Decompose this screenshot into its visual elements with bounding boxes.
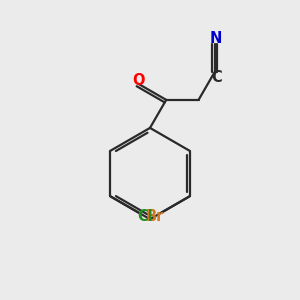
Text: O: O [132,73,144,88]
Text: N: N [210,32,222,46]
Text: Br: Br [146,208,164,224]
Text: Cl: Cl [137,208,153,224]
Text: C: C [211,70,222,85]
